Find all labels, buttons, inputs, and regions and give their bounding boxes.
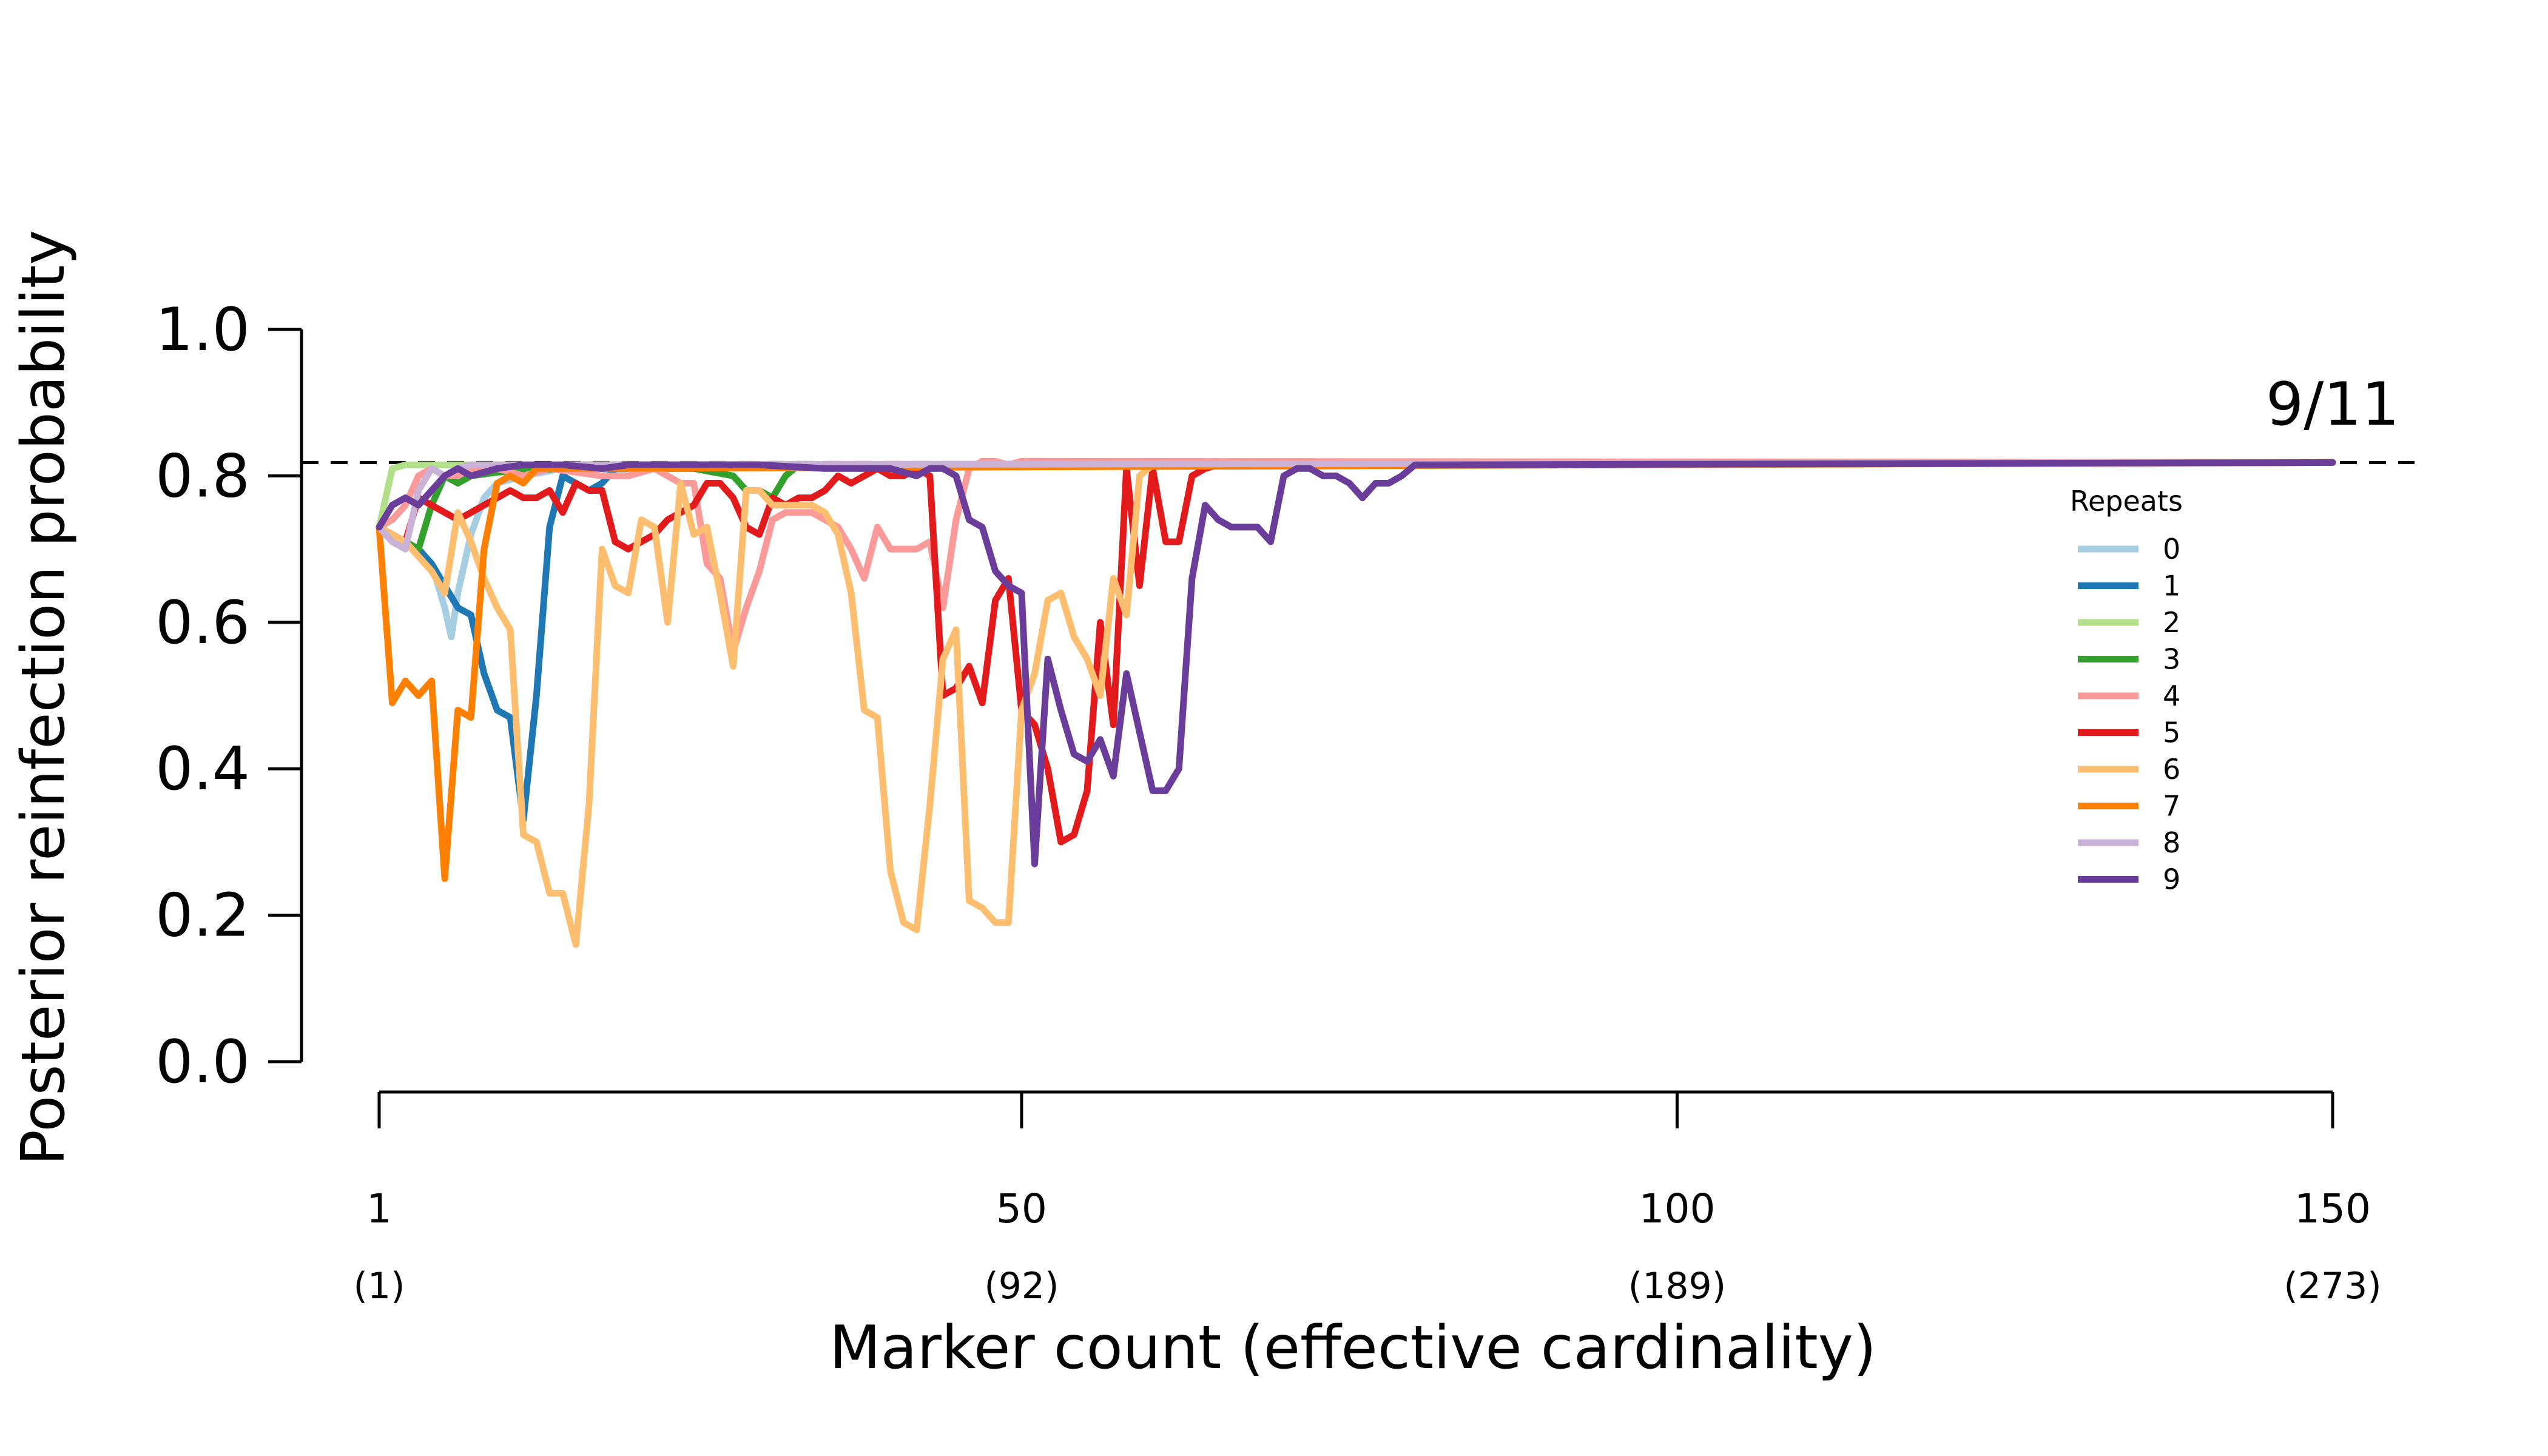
y-tick-label: 0.4 <box>155 735 250 804</box>
legend-label-9: 9 <box>2163 863 2180 896</box>
x-tick-label: 100 <box>1639 1185 1715 1232</box>
x-tick-sublabel: (1) <box>354 1265 405 1307</box>
legend-label-4: 4 <box>2163 679 2180 712</box>
x-tick-sublabel: (273) <box>2283 1265 2381 1307</box>
y-axis-label: Posterior reinfection probability <box>9 230 78 1165</box>
series-lines <box>376 457 2336 948</box>
legend-label-3: 3 <box>2163 643 2180 676</box>
y-tick-label: 1.0 <box>155 295 250 365</box>
legend-label-7: 7 <box>2163 790 2180 823</box>
x-tick-label: 150 <box>2294 1185 2371 1232</box>
reference-line-group: 9/11 <box>302 370 2415 464</box>
x-tick-sublabel: (189) <box>1628 1265 1726 1307</box>
series-line-6 <box>376 459 2336 948</box>
x-axis: 1 (1) 50 (92) 100 (189) 150 (273) <box>354 1090 2382 1307</box>
legend-label-5: 5 <box>2163 716 2180 749</box>
series-line-5 <box>376 459 2336 846</box>
x-axis-label: Marker count (effective cardinality) <box>829 1313 1876 1383</box>
y-tick-label: 0.6 <box>155 588 250 658</box>
x-tick-label: 50 <box>996 1185 1047 1232</box>
y-tick-label: 0.2 <box>155 881 250 951</box>
series-line-4 <box>376 457 2336 655</box>
legend-label-1: 1 <box>2163 570 2180 602</box>
legend-label-8: 8 <box>2163 826 2180 859</box>
x-tick-label: 1 <box>366 1185 392 1232</box>
x-tick-sublabel: (92) <box>984 1265 1059 1307</box>
series-line-1 <box>376 459 2336 824</box>
legend-label-2: 2 <box>2163 606 2180 639</box>
legend-label-6: 6 <box>2163 753 2180 786</box>
y-tick-label: 0.0 <box>155 1028 250 1097</box>
y-tick-label: 0.8 <box>155 442 250 511</box>
series-line-9 <box>376 459 2336 868</box>
reference-line-label: 9/11 <box>2266 370 2399 439</box>
y-axis: 0.0 0.2 0.4 0.6 0.8 1.0 <box>155 295 303 1097</box>
legend-title: Repeats <box>2070 485 2183 517</box>
series-line-8 <box>376 459 2336 553</box>
series-line-7 <box>376 459 2336 882</box>
legend-label-0: 0 <box>2163 533 2180 565</box>
